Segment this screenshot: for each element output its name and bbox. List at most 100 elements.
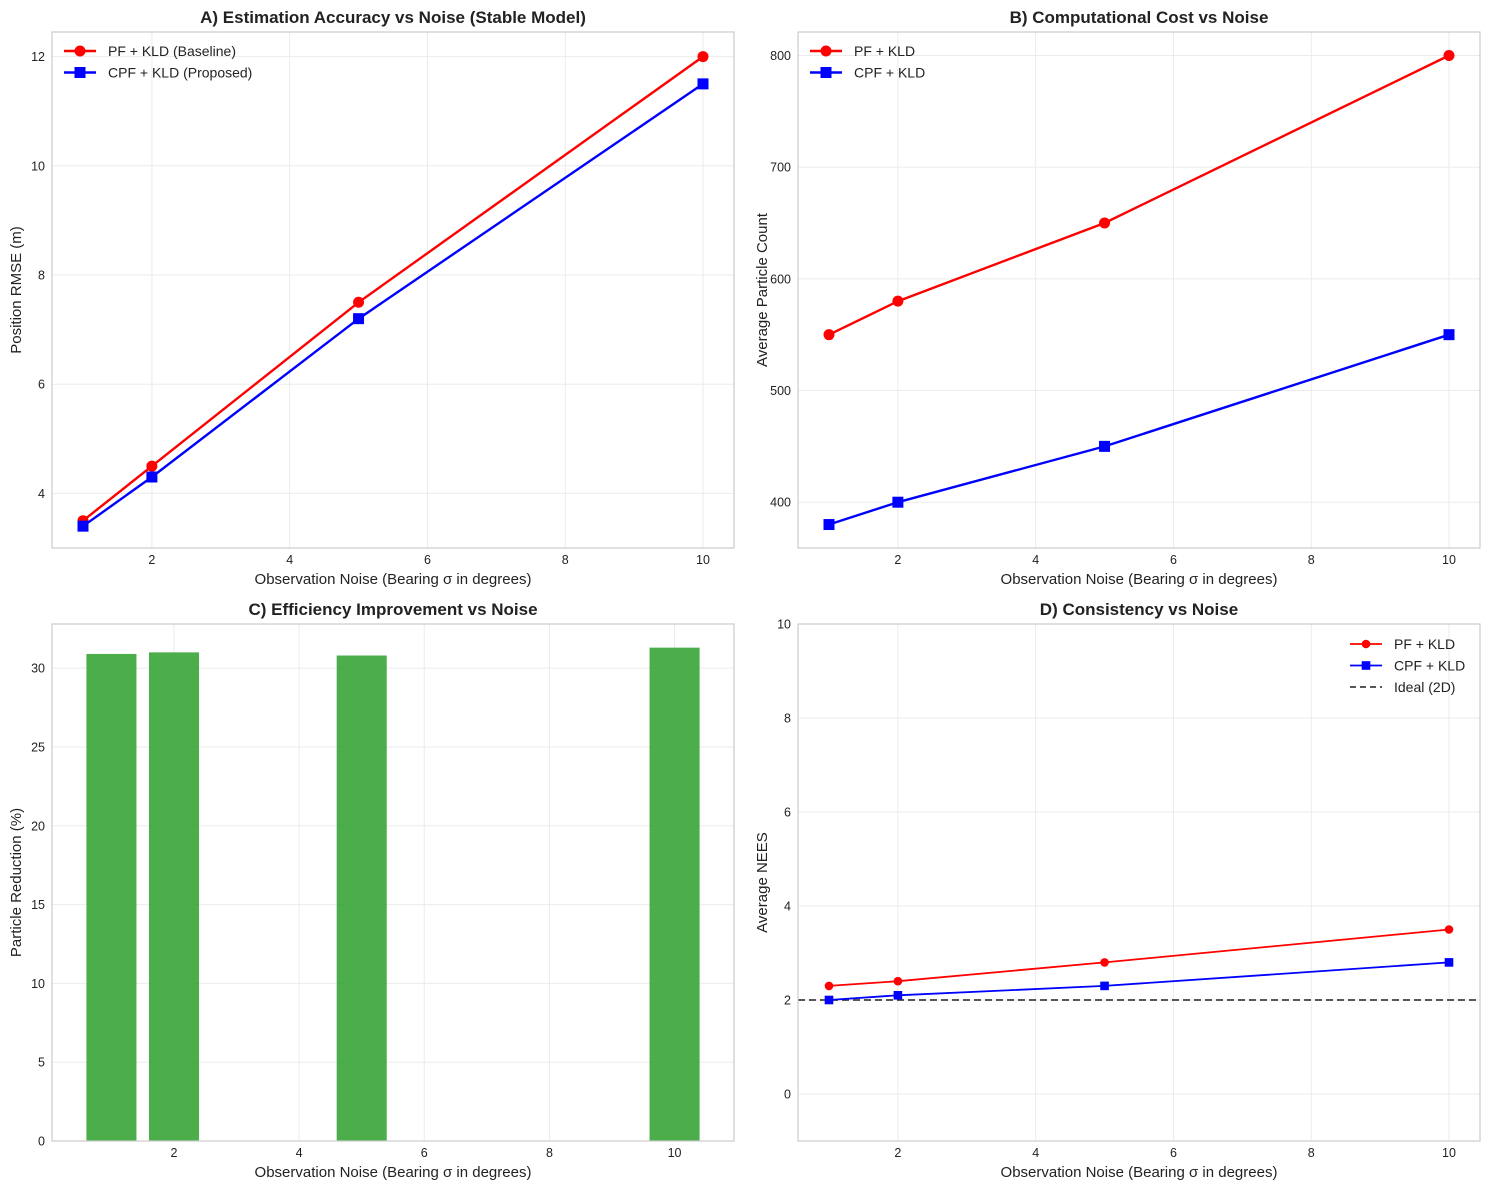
bar — [86, 653, 137, 1141]
series-line — [82, 55, 704, 522]
data-point — [146, 471, 158, 483]
y-tick-label: 30 — [31, 662, 45, 676]
y-tick-label: 4 — [784, 900, 791, 914]
legend-marker — [1361, 661, 1371, 670]
legend-label: PF + KLD (Baseline) — [108, 43, 236, 59]
series-line — [82, 82, 704, 528]
y-tick-label: 800 — [770, 49, 791, 63]
y-axis-label: Particle Reduction (%) — [8, 808, 25, 957]
x-tick-label: 2 — [171, 1146, 178, 1160]
x-tick-label: 10 — [668, 1146, 682, 1160]
data-point — [824, 995, 834, 1005]
x-axis-label: Observation Noise (Bearing σ in degrees) — [1001, 571, 1278, 588]
y-tick-label: 25 — [31, 740, 45, 754]
axes-frame — [51, 31, 735, 549]
x-tick-label: 4 — [1032, 553, 1039, 567]
y-tick-label: 10 — [31, 977, 45, 991]
legend-label: CPF + KLD — [854, 65, 925, 81]
data-point — [1099, 217, 1111, 229]
y-axis-label: Position RMSE (m) — [8, 226, 25, 354]
data-point — [146, 460, 158, 472]
x-tick-label: 10 — [696, 553, 710, 567]
legend-marker — [1361, 639, 1371, 649]
y-tick-label: 10 — [31, 159, 45, 173]
x-tick-label: 6 — [1170, 553, 1177, 567]
y-tick-label: 20 — [31, 819, 45, 833]
legend-marker — [74, 45, 86, 57]
bar — [148, 652, 200, 1141]
x-tick-label: 10 — [1442, 1146, 1456, 1160]
y-axis-label: Average NEES — [754, 832, 771, 933]
data-point — [1099, 440, 1111, 452]
x-tick-label: 8 — [1308, 553, 1315, 567]
legend: PF + KLD (Baseline) CPF + KLD (Proposed) — [64, 43, 252, 81]
data-point — [823, 329, 835, 341]
y-tick-label: 600 — [770, 272, 791, 286]
data-point — [1444, 958, 1454, 967]
x-axis-label: Observation Noise (Bearing σ in degrees) — [255, 1164, 532, 1181]
legend-marker — [820, 67, 832, 78]
x-tick-label: 8 — [562, 553, 569, 567]
legend-label: PF + KLD — [1394, 636, 1455, 652]
y-axis-label: Average Particle Count — [754, 212, 771, 367]
y-tick-label: 4 — [38, 487, 45, 501]
axes-frame — [797, 623, 1481, 1142]
y-tick-label: 0 — [784, 1088, 791, 1102]
data-point — [1444, 925, 1454, 934]
data-point — [1443, 329, 1455, 341]
chart-title: D) Consistency vs Noise — [1040, 600, 1238, 619]
data-point — [697, 51, 709, 63]
legend-label: Ideal (2D) — [1394, 679, 1455, 695]
y-tick-label: 2 — [784, 994, 791, 1008]
bar — [336, 655, 387, 1141]
axes-frame — [797, 31, 1481, 549]
data-point — [824, 981, 834, 991]
data-point — [1443, 49, 1455, 61]
y-tick-label: 6 — [784, 806, 791, 820]
panel-d: 2 4 6 8 10 0 2 4 6 8 10 D) Consistency vs Noise Obse… — [754, 600, 1481, 1181]
panel-b: 2 4 6 8 10 400 500 600 700 800 B) Computational Co… — [754, 8, 1481, 588]
x-tick-label: 4 — [286, 553, 293, 567]
y-tick-label: 10 — [777, 618, 791, 632]
legend-label: PF + KLD — [854, 43, 915, 59]
data-point — [893, 976, 903, 986]
axes-frame — [51, 623, 735, 1142]
data-point — [892, 295, 904, 307]
x-tick-label: 6 — [1170, 1146, 1177, 1160]
x-tick-label: 4 — [296, 1146, 303, 1160]
y-tick-label: 15 — [31, 898, 45, 912]
x-tick-label: 2 — [894, 1146, 901, 1160]
plot-area — [798, 624, 1480, 1141]
x-tick-label: 4 — [1032, 1146, 1039, 1160]
x-tick-label: 8 — [1308, 1146, 1315, 1160]
series-line — [828, 54, 1450, 336]
chart-title: A) Estimation Accuracy vs Noise (Stable … — [200, 8, 586, 27]
series-line — [828, 928, 1450, 987]
x-tick-label: 10 — [1442, 553, 1456, 567]
y-tick-label: 12 — [31, 50, 45, 64]
legend: PF + KLD CPF + KLD — [810, 43, 925, 81]
data-point — [353, 296, 365, 308]
y-tick-label: 6 — [38, 378, 45, 392]
data-point — [892, 496, 904, 508]
data-point — [697, 78, 709, 90]
series-line — [828, 961, 1450, 1001]
chart-title: C) Efficiency Improvement vs Noise — [248, 600, 537, 619]
data-point — [1100, 981, 1109, 991]
legend-label: CPF + KLD (Proposed) — [108, 65, 252, 81]
y-tick-label: 700 — [770, 161, 791, 175]
x-axis-label: Observation Noise (Bearing σ in degrees) — [255, 571, 532, 588]
x-tick-label: 2 — [148, 553, 155, 567]
y-tick-label: 8 — [784, 712, 791, 726]
legend: PF + KLD CPF + KLD Ideal (2D) — [1350, 636, 1465, 695]
chart-title: B) Computational Cost vs Noise — [1010, 8, 1269, 27]
bar — [649, 647, 700, 1141]
legend-marker — [74, 67, 86, 78]
x-tick-label: 2 — [894, 553, 901, 567]
x-axis-label: Observation Noise (Bearing σ in degrees) — [1001, 1164, 1278, 1181]
data-point — [353, 313, 365, 325]
y-tick-label: 0 — [38, 1135, 45, 1149]
y-tick-label: 8 — [38, 268, 45, 282]
panel-c: 2 4 6 8 10 0 5 10 15 20 25 30 C) Efficiency Improvem… — [8, 600, 735, 1181]
